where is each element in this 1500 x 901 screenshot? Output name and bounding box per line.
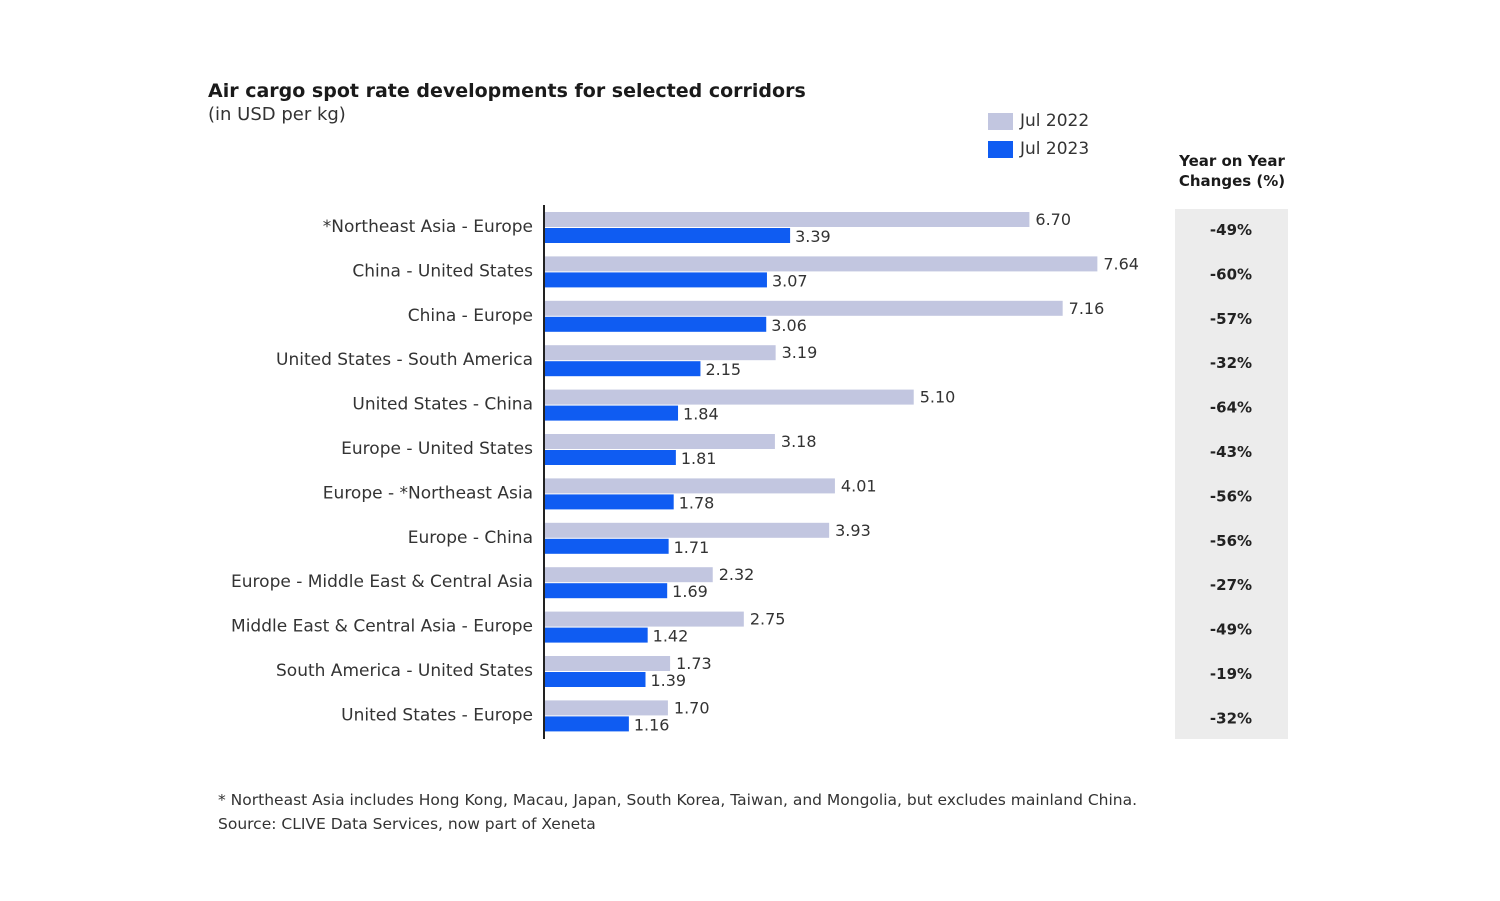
- bar-jul-2023: [545, 228, 791, 243]
- legend-label-jul-2022: Jul 2022: [1020, 111, 1090, 131]
- yoy-header-line-1: Year on Year: [1179, 152, 1285, 170]
- category-label: Europe - United States: [341, 439, 533, 459]
- data-label-jul-2023: 3.06: [771, 316, 807, 335]
- chart-legend: Jul 2022 Jul 2023: [988, 107, 1089, 163]
- bar-jul-2023: [545, 494, 674, 510]
- yoy-panel: [1175, 209, 1288, 739]
- yoy-header: Year on Year Changes (%): [1168, 151, 1296, 191]
- legend-swatch-jul-2022: [988, 112, 1013, 130]
- yoy-change-value: -49%: [1210, 621, 1252, 639]
- bar-jul-2023: [545, 627, 648, 643]
- bar-jul-2022: [545, 567, 713, 583]
- legend-swatch-jul-2023: [988, 140, 1013, 158]
- bar-jul-2022: [545, 434, 775, 449]
- category-label: Europe - China: [408, 528, 533, 548]
- yoy-change-value: -60%: [1210, 265, 1252, 283]
- data-label-jul-2022: 5.10: [920, 388, 956, 407]
- category-label: South America - United States: [276, 661, 533, 681]
- bar-jul-2023: [545, 538, 669, 554]
- legend-label-jul-2023: Jul 2023: [1020, 139, 1090, 159]
- yoy-header-line-2: Changes (%): [1178, 172, 1286, 190]
- data-label-jul-2022: 4.01: [841, 476, 877, 495]
- legend-item-jul-2022: Jul 2022: [988, 107, 1089, 135]
- bar-jul-2022: [545, 212, 1030, 227]
- category-label: China - Europe: [408, 306, 533, 326]
- bar-jul-2023: [545, 583, 668, 599]
- category-label: *Northeast Asia - Europe: [323, 217, 533, 237]
- yoy-change-value: -49%: [1210, 221, 1252, 239]
- category-label: Middle East & Central Asia - Europe: [231, 617, 533, 637]
- chart-subtitle: (in USD per kg): [208, 104, 346, 125]
- bar-jul-2023: [545, 716, 629, 732]
- legend-item-jul-2023: Jul 2023: [988, 135, 1089, 163]
- yoy-change-value: -64%: [1210, 399, 1252, 417]
- chart-title: Air cargo spot rate developments for sel…: [208, 80, 806, 102]
- category-label: Europe - *Northeast Asia: [323, 483, 533, 503]
- data-label-jul-2023: 3.39: [795, 227, 831, 246]
- bar-jul-2022: [545, 656, 671, 671]
- bar-jul-2022: [545, 700, 668, 716]
- category-label: Europe - Middle East & Central Asia: [231, 572, 533, 592]
- data-label-jul-2022: 3.93: [835, 521, 871, 540]
- data-label-jul-2022: 1.73: [676, 654, 712, 673]
- yoy-change-value: -32%: [1210, 354, 1252, 372]
- yoy-change-value: -27%: [1210, 576, 1252, 594]
- data-label-jul-2022: 2.75: [750, 610, 786, 629]
- data-label-jul-2023: 2.15: [705, 360, 741, 379]
- yoy-change-value: -56%: [1210, 487, 1252, 505]
- bar-jul-2022: [545, 345, 776, 361]
- yoy-change-value: -56%: [1210, 532, 1252, 550]
- bar-jul-2022: [545, 522, 830, 538]
- bar-jul-2023: [545, 672, 646, 687]
- data-label-jul-2023: 1.84: [683, 405, 719, 424]
- bar-jul-2023: [545, 316, 767, 332]
- data-label-jul-2023: 1.71: [674, 538, 710, 557]
- data-label-jul-2022: 7.64: [1103, 254, 1139, 273]
- source-note: Source: CLIVE Data Services, now part of…: [218, 815, 596, 833]
- category-label: United States - South America: [276, 350, 533, 370]
- bar-jul-2022: [545, 256, 1098, 272]
- data-label-jul-2022: 7.16: [1069, 299, 1105, 318]
- bar-jul-2022: [545, 611, 744, 627]
- data-label-jul-2022: 1.70: [674, 698, 710, 717]
- footnote: * Northeast Asia includes Hong Kong, Mac…: [218, 791, 1138, 809]
- yoy-change-value: -57%: [1210, 310, 1252, 328]
- data-label-jul-2023: 1.78: [679, 493, 715, 512]
- bar-jul-2023: [545, 405, 679, 421]
- bar-jul-2023: [545, 272, 767, 288]
- category-label: United States - Europe: [341, 705, 533, 725]
- category-label: China - United States: [352, 261, 533, 281]
- bar-jul-2023: [545, 361, 701, 377]
- yoy-change-value: -43%: [1210, 443, 1252, 461]
- yoy-change-value: -32%: [1210, 709, 1252, 727]
- bar-jul-2022: [545, 478, 835, 494]
- bar-jul-2022: [545, 389, 914, 405]
- data-label-jul-2022: 6.70: [1035, 210, 1071, 229]
- data-label-jul-2023: 3.07: [772, 271, 808, 290]
- data-label-jul-2022: 3.19: [782, 343, 818, 362]
- data-label-jul-2023: 1.69: [672, 582, 708, 601]
- bar-jul-2023: [545, 450, 676, 465]
- yoy-change-value: -19%: [1210, 665, 1252, 683]
- data-label-jul-2023: 1.16: [634, 715, 670, 734]
- data-label-jul-2023: 1.42: [653, 627, 689, 646]
- category-label: United States - China: [352, 395, 533, 415]
- data-label-jul-2022: 2.32: [719, 565, 755, 584]
- data-label-jul-2023: 1.81: [681, 449, 717, 468]
- data-label-jul-2023: 1.39: [650, 671, 686, 690]
- data-label-jul-2022: 3.18: [781, 432, 817, 451]
- bar-jul-2022: [545, 300, 1063, 316]
